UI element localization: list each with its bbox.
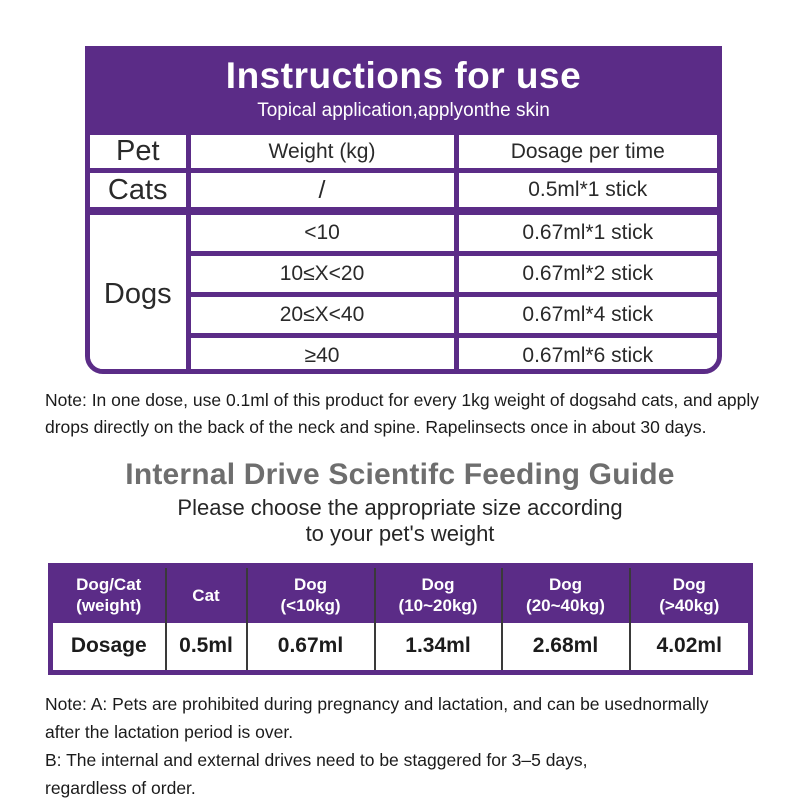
feeding-cell-value-dog-10-20: 1.34ml bbox=[373, 622, 503, 673]
cell-dogs-dosage-1: 0.67ml*1 stick bbox=[453, 208, 717, 256]
feeding-guide-subtitle: Please choose the appropriate size accor… bbox=[0, 495, 800, 547]
dosage-instructions-table: Pet Weight (kg) Dosage per time Cats / 0… bbox=[85, 130, 722, 374]
feeding-cell-value-dog-under10: 0.67ml bbox=[245, 622, 376, 673]
column-header-weight: Weight (kg) bbox=[185, 135, 459, 173]
cell-cats-dosage: 0.5ml*1 stick bbox=[453, 168, 717, 215]
table-header-row: Pet Weight (kg) Dosage per time bbox=[90, 135, 717, 173]
table-row-dogs-2: 10≤X<20 0.67ml*2 stick bbox=[90, 251, 717, 297]
feeding-header-cat: Cat bbox=[164, 565, 248, 623]
feeding-header-dog-20-40: Dog (20~40kg) bbox=[500, 565, 631, 623]
usage-note-line-2: drops directly on the back of the neck a… bbox=[45, 417, 707, 437]
cell-dogs-dosage-3: 0.67ml*4 stick bbox=[453, 292, 717, 338]
feeding-table-header-row: Dog/Cat (weight) Cat Dog (<10kg) Dog (10… bbox=[49, 565, 752, 623]
cell-dogs-weight-3: 20≤X<40 bbox=[185, 292, 459, 338]
usage-note-line-1: Note: In one dose, use 0.1ml of this pro… bbox=[45, 390, 760, 410]
feeding-cell-value-dog-over40: 4.02ml bbox=[628, 622, 752, 673]
usage-note: Note: In one dose, use 0.1ml of this pro… bbox=[45, 387, 765, 441]
table-row-dogs-1: Dogs <10 0.67ml*1 stick bbox=[90, 208, 717, 369]
instructions-title: Instructions for use bbox=[225, 55, 582, 96]
feeding-cell-dosage-label: Dosage bbox=[49, 622, 167, 673]
caution-note-line-1: Note: A: Pets are prohibited during preg… bbox=[45, 694, 709, 714]
feeding-header-dog-under10: Dog (<10kg) bbox=[245, 565, 376, 623]
instructions-subtitle: Topical application,applyonthe skin bbox=[257, 100, 550, 121]
feeding-header-dog-10-20: Dog (10~20kg) bbox=[373, 565, 503, 623]
feeding-header-dogcat-weight: Dog/Cat (weight) bbox=[49, 565, 167, 623]
table-row-dogs-3: 20≤X<40 0.67ml*4 stick bbox=[90, 292, 717, 338]
caution-note-line-4: regardless of order. bbox=[45, 778, 196, 798]
feeding-guide-subtitle-line-1: Please choose the appropriate size accor… bbox=[177, 495, 623, 520]
caution-note-line-2: after the lactation period is over. bbox=[45, 722, 294, 742]
feeding-header-dog-over40: Dog (>40kg) bbox=[628, 565, 752, 623]
feeding-guide-subtitle-line-2: to your pet's weight bbox=[305, 521, 495, 546]
table-row-cats: Cats / 0.5ml*1 stick bbox=[90, 168, 717, 215]
feeding-guide-table: Dog/Cat (weight) Cat Dog (<10kg) Dog (10… bbox=[48, 563, 753, 675]
column-header-pet: Pet bbox=[90, 135, 191, 173]
cell-cats-weight: / bbox=[185, 168, 459, 215]
feeding-table-dosage-row: Dosage 0.5ml 0.67ml 1.34ml 2.68ml 4.02ml bbox=[49, 622, 752, 673]
cell-dogs-label: Dogs bbox=[90, 208, 191, 369]
instructions-header-banner: Instructions for use Topical application… bbox=[85, 46, 722, 130]
cell-cats-label: Cats bbox=[90, 168, 191, 215]
feeding-guide-title: Internal Drive Scientifc Feeding Guide bbox=[125, 458, 675, 491]
table-row-dogs-4: ≥40 0.67ml*6 stick bbox=[90, 333, 717, 369]
caution-note-line-3: B: The internal and external drives need… bbox=[45, 750, 588, 770]
caution-notes: Note: A: Pets are prohibited during preg… bbox=[45, 690, 765, 800]
cell-dogs-dosage-4: 0.67ml*6 stick bbox=[453, 333, 717, 369]
feeding-cell-value-dog-20-40: 2.68ml bbox=[500, 622, 631, 673]
feeding-cell-value-cat: 0.5ml bbox=[164, 622, 248, 673]
cell-dogs-weight-4: ≥40 bbox=[185, 333, 459, 369]
cell-dogs-weight-2: 10≤X<20 bbox=[185, 251, 459, 297]
cell-dogs-dosage-2: 0.67ml*2 stick bbox=[453, 251, 717, 297]
cell-dogs-weight-1: <10 bbox=[185, 208, 459, 256]
column-header-dosage: Dosage per time bbox=[453, 135, 717, 173]
